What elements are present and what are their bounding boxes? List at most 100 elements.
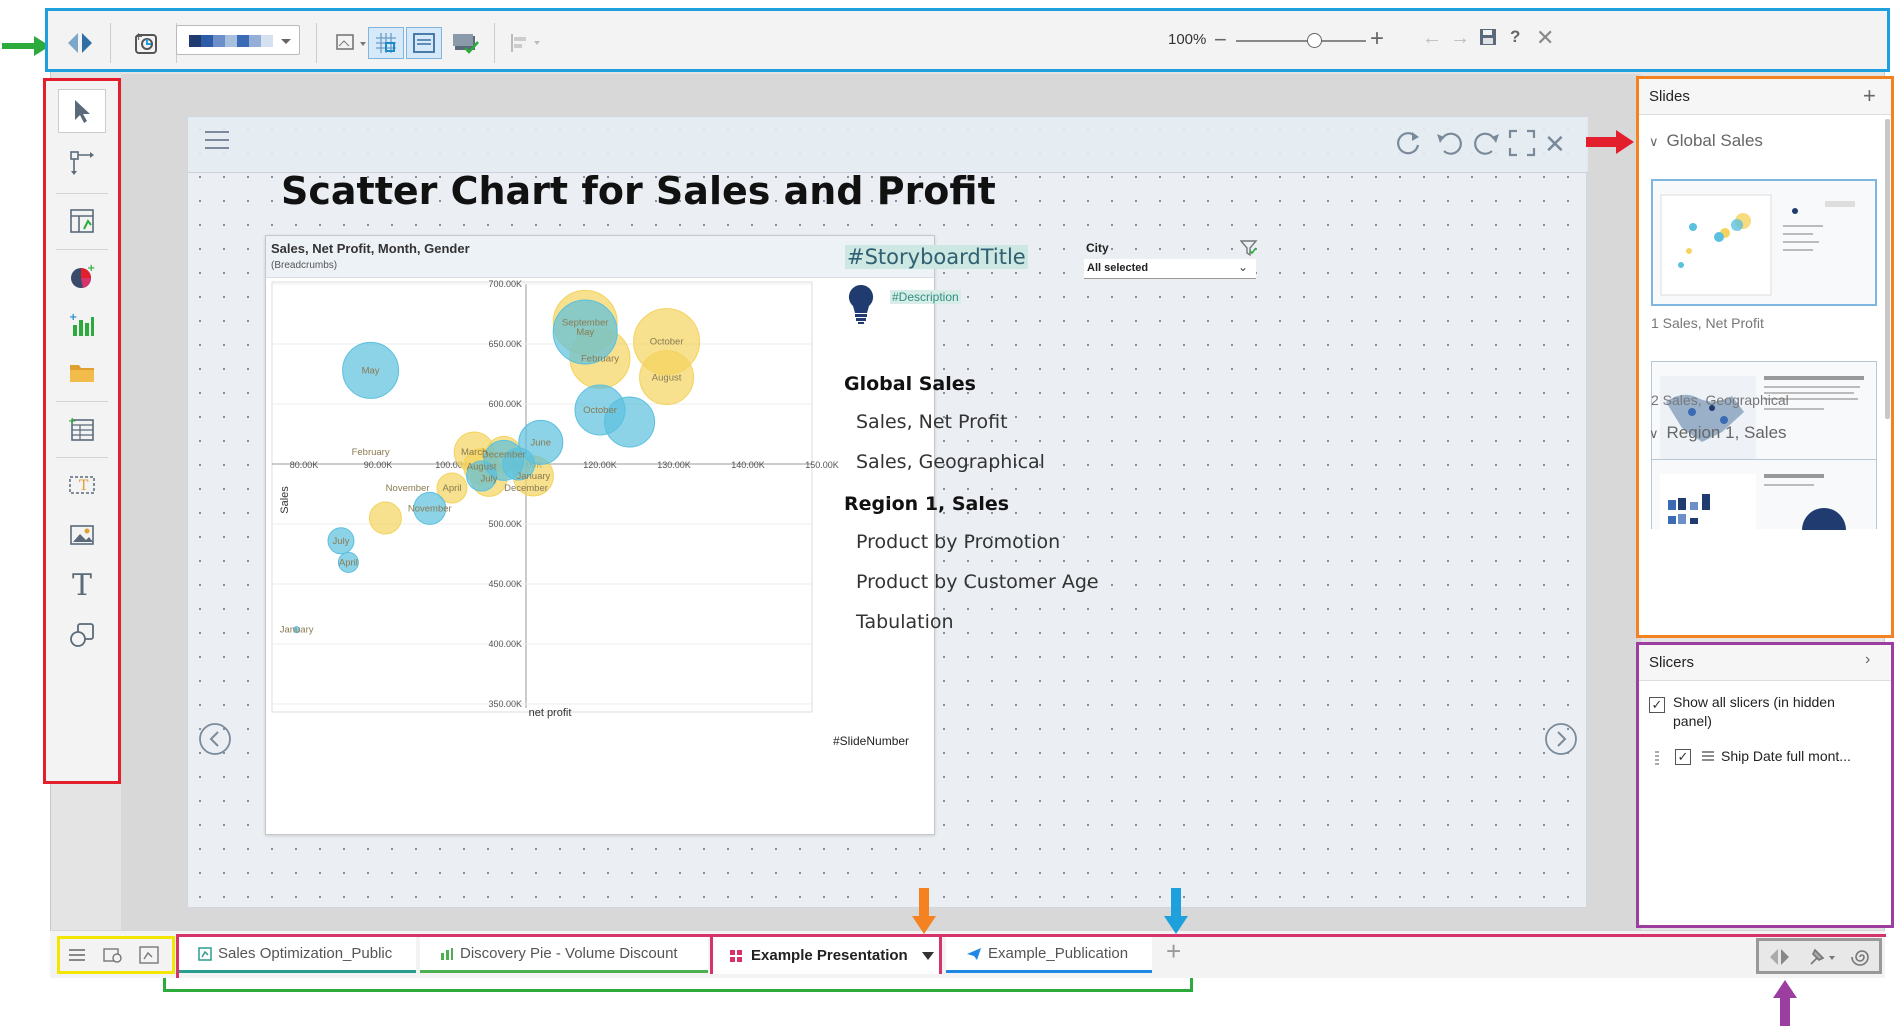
- folder-icon[interactable]: [58, 351, 106, 395]
- pie-chart-icon[interactable]: +: [58, 255, 106, 299]
- undo-icon[interactable]: [1434, 129, 1464, 162]
- tab-menu-chevron-icon[interactable]: [921, 949, 935, 967]
- slide-thumbnail-1[interactable]: [1651, 179, 1877, 306]
- slide-close-icon[interactable]: ✕: [1544, 129, 1566, 159]
- toc-item[interactable]: Sales, Net Profit: [856, 411, 1008, 433]
- back-arrow-icon[interactable]: ←: [1422, 27, 1442, 49]
- fullscreen-icon[interactable]: [1508, 129, 1536, 162]
- slide-thumbnail-3[interactable]: [1651, 459, 1877, 530]
- redo-icon[interactable]: [1472, 129, 1502, 162]
- toc-section-heading[interactable]: Region 1, Sales: [844, 493, 1010, 515]
- app-logo-icon[interactable]: [62, 27, 98, 59]
- hamburger-menu-icon[interactable]: [204, 129, 230, 156]
- zoom-label: 100%: [1168, 31, 1207, 48]
- storyboard-title-placeholder[interactable]: #StoryboardTitle: [845, 245, 1028, 269]
- forward-arrow-icon[interactable]: →: [1450, 27, 1470, 49]
- y-axis-label: Sales: [279, 486, 291, 514]
- toc-item[interactable]: Sales, Geographical: [856, 451, 1045, 473]
- slide-title: Scatter Chart for Sales and Profit: [281, 169, 996, 213]
- city-filter-dropdown[interactable]: All selected ⌄: [1084, 259, 1256, 279]
- background-image-icon[interactable]: [330, 27, 374, 59]
- scatter-point: [342, 341, 400, 399]
- spiral-icon[interactable]: [1851, 946, 1873, 973]
- description-placeholder[interactable]: #Description: [890, 290, 961, 304]
- next-slide-button[interactable]: [1544, 722, 1578, 761]
- table-icon[interactable]: +: [58, 407, 106, 451]
- tab-example-presentation[interactable]: Example Presentation: [710, 934, 942, 974]
- show-all-slicers-checkbox[interactable]: ✓: [1649, 697, 1665, 713]
- tab-discovery-pie[interactable]: Discovery Pie - Volume Discount: [420, 937, 708, 973]
- drag-handle-icon[interactable]: [1655, 751, 1659, 765]
- text-icon[interactable]: T: [71, 567, 92, 603]
- slide-group-region-1-sales[interactable]: ∨ Region 1, Sales: [1649, 423, 1787, 443]
- scatter-point: [413, 491, 447, 525]
- snap-to-grid-button[interactable]: [368, 27, 404, 59]
- help-icon[interactable]: ?: [1510, 27, 1521, 46]
- point-label: February: [581, 353, 619, 364]
- tabs-highlight-edge: [176, 934, 179, 978]
- image-icon[interactable]: [58, 513, 106, 557]
- toc-item[interactable]: Tabulation: [856, 611, 954, 633]
- dashboard-widget-icon[interactable]: [58, 199, 106, 243]
- text-frame-icon[interactable]: T: [58, 463, 106, 507]
- annotation-arrow-green: [2, 36, 50, 56]
- chevron-down-icon: ⌄: [1238, 260, 1249, 274]
- prev-slide-button[interactable]: [198, 722, 232, 761]
- slide-canvas: ✕ Scatter Chart for Sales and Profit Sal…: [187, 116, 1588, 908]
- zoom-slider[interactable]: [1236, 40, 1366, 42]
- point-label: April: [339, 557, 358, 568]
- add-tab-button[interactable]: +: [1166, 936, 1182, 966]
- slicer-item-label[interactable]: Ship Date full mont...: [1721, 748, 1851, 764]
- filter-icon[interactable]: [1239, 239, 1258, 262]
- bar-chart-icon[interactable]: +: [58, 303, 106, 347]
- y-tick-label: 700.00K: [488, 279, 522, 289]
- tab-label: Discovery Pie - Volume Discount: [460, 945, 678, 962]
- add-slide-button[interactable]: +: [1863, 83, 1876, 108]
- zoom-out-button[interactable]: −: [1214, 27, 1227, 52]
- scatter-point: [368, 501, 402, 535]
- slides-scrollbar[interactable]: [1885, 119, 1890, 419]
- city-filter[interactable]: City All selected ⌄: [1084, 235, 1356, 281]
- new-widget-icon[interactable]: +: [128, 27, 164, 59]
- bottom-right-controls: [1756, 938, 1882, 974]
- tab-example-publication[interactable]: Example_Publication: [946, 937, 1152, 973]
- menu-icon[interactable]: [68, 947, 86, 968]
- chart-breadcrumbs[interactable]: (Breadcrumbs): [271, 260, 338, 271]
- tab-sales-optimization[interactable]: Sales Optimization_Public: [178, 937, 416, 973]
- y-tick-label: 600.00K: [488, 399, 522, 409]
- color-theme-select[interactable]: [176, 25, 300, 55]
- slides-panel-header: Slides: [1639, 79, 1891, 115]
- save-icon[interactable]: [1478, 27, 1498, 52]
- toc-item[interactable]: Product by Customer Age: [856, 571, 1099, 593]
- x-axis-label: net profit: [529, 707, 572, 719]
- align-icon[interactable]: [504, 27, 548, 59]
- toc-section-heading[interactable]: Global Sales: [844, 373, 976, 395]
- shape-icon[interactable]: [58, 613, 106, 657]
- select-pointer-icon[interactable]: [58, 89, 106, 133]
- scatter-chart-widget[interactable]: Sales, Net Profit, Month, Gender (Breadc…: [265, 235, 935, 835]
- city-filter-value: All selected: [1087, 262, 1149, 274]
- zoom-slider-handle[interactable]: [1307, 33, 1322, 48]
- publish-icon[interactable]: [448, 27, 484, 59]
- slide-thumbnail-label-1: 1 Sales, Net Profit: [1651, 315, 1764, 331]
- refresh-icon[interactable]: [1394, 129, 1424, 162]
- app-mini-logo-icon[interactable]: [1769, 947, 1791, 972]
- point-label: November: [408, 503, 452, 514]
- slide-group-global-sales[interactable]: ∨ Global Sales: [1649, 131, 1763, 151]
- slide-thumbnail-preview: [1660, 194, 1855, 296]
- close-icon[interactable]: ✕: [1536, 25, 1555, 50]
- layout-frame-button[interactable]: [406, 27, 442, 59]
- document-properties-icon[interactable]: [138, 945, 160, 970]
- plot-area: [271, 281, 813, 713]
- scatter-point: [604, 396, 656, 448]
- slide-group-label: Global Sales: [1666, 131, 1763, 150]
- toc-item[interactable]: Product by Promotion: [856, 531, 1061, 553]
- city-filter-label: City: [1086, 241, 1109, 255]
- slicer-item-checkbox[interactable]: ✓: [1675, 749, 1691, 765]
- zoom-in-button[interactable]: +: [1370, 25, 1385, 52]
- open-document-icon[interactable]: [102, 945, 124, 970]
- pin-icon[interactable]: [1807, 946, 1839, 973]
- connector-icon[interactable]: [58, 141, 106, 185]
- chevron-right-icon[interactable]: ›: [1865, 651, 1871, 668]
- y-tick-label: 650.00K: [488, 339, 522, 349]
